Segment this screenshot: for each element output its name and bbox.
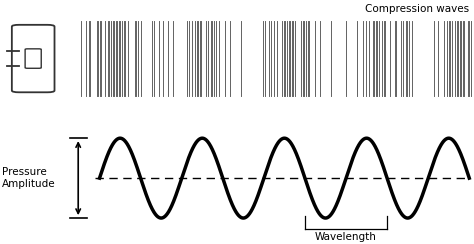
Text: Compression waves: Compression waves (365, 3, 469, 13)
Text: Wavelength: Wavelength (315, 233, 377, 243)
Text: Pressure
Amplitude: Pressure Amplitude (2, 167, 56, 189)
FancyBboxPatch shape (12, 25, 55, 92)
FancyBboxPatch shape (25, 49, 41, 68)
